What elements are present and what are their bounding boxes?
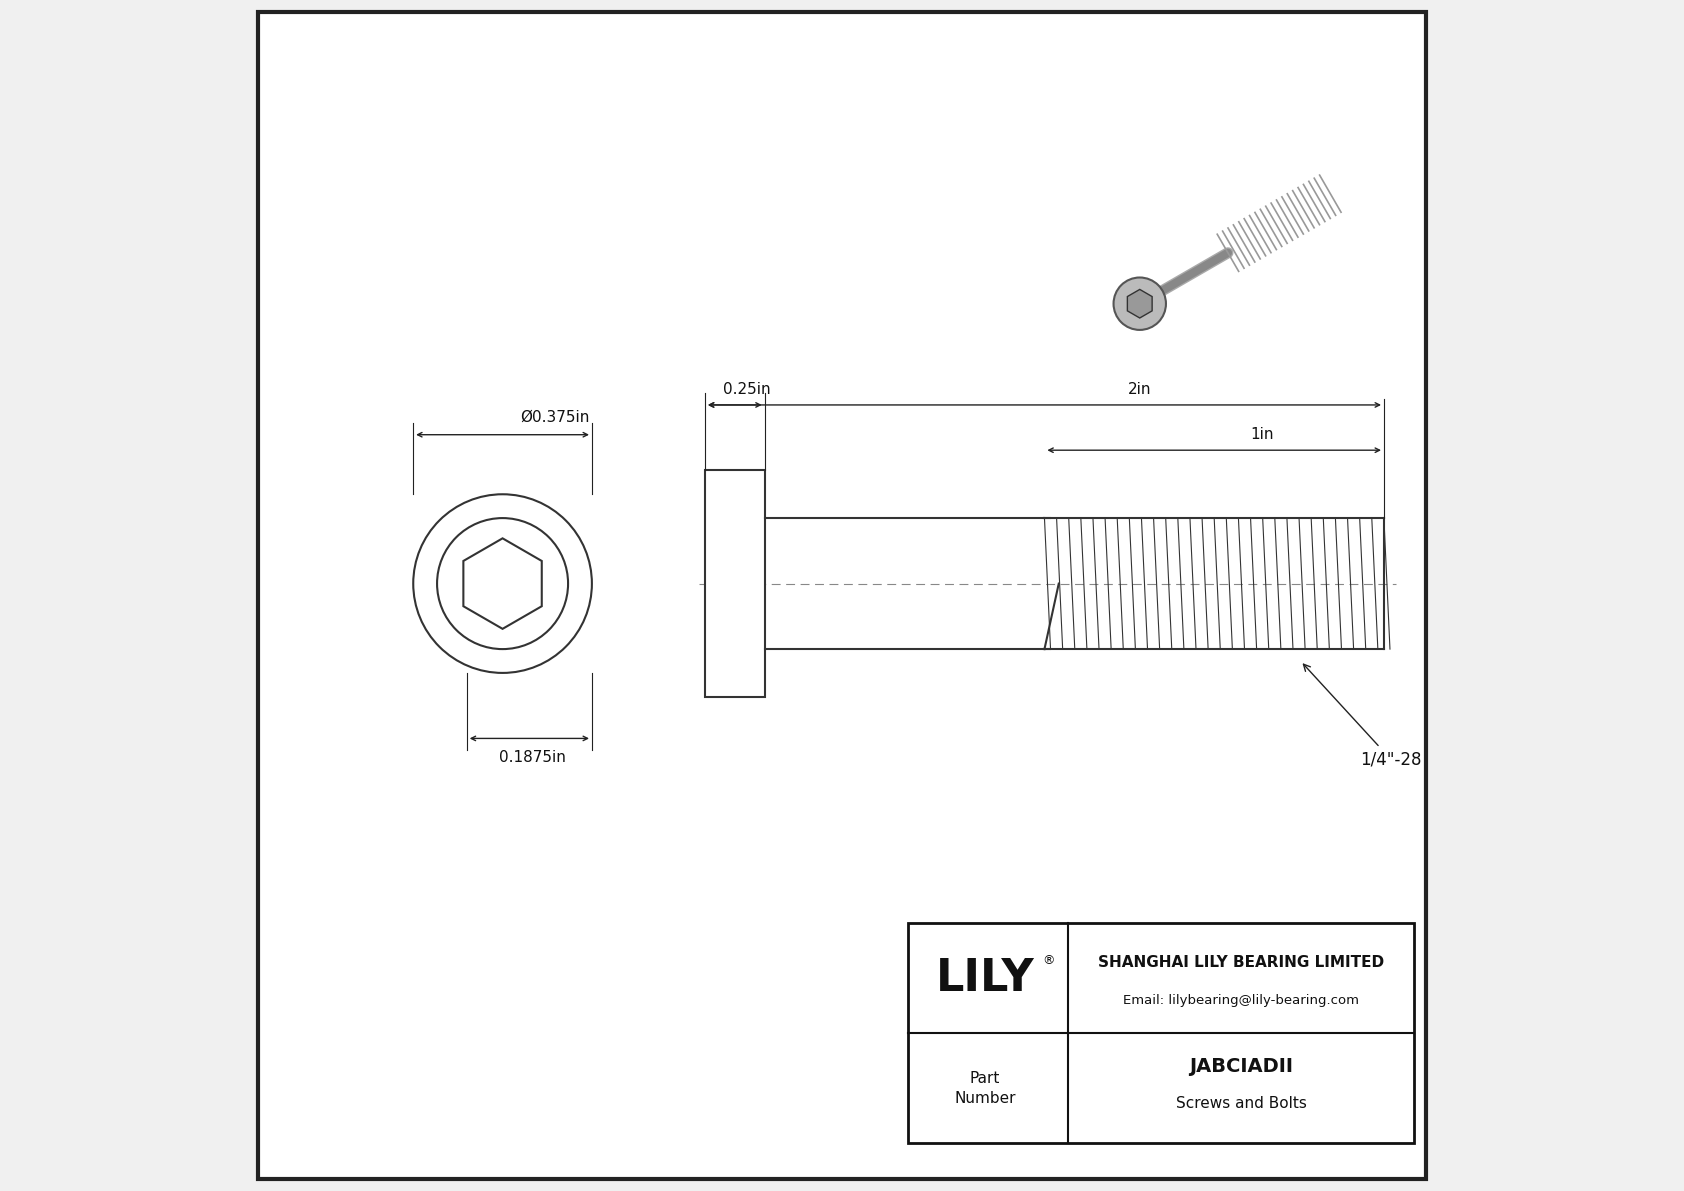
Text: 0.1875in: 0.1875in — [498, 750, 566, 766]
FancyBboxPatch shape — [258, 12, 1426, 1179]
Polygon shape — [1127, 289, 1152, 318]
Bar — [706, 470, 765, 697]
Circle shape — [413, 494, 591, 673]
Text: Screws and Bolts: Screws and Bolts — [1175, 1096, 1307, 1111]
Text: Part
Number: Part Number — [955, 1071, 1015, 1105]
Text: ®: ® — [1042, 954, 1054, 967]
Text: LILY: LILY — [936, 956, 1034, 999]
Text: SHANGHAI LILY BEARING LIMITED: SHANGHAI LILY BEARING LIMITED — [1098, 955, 1384, 971]
Text: JABCIADII: JABCIADII — [1189, 1056, 1293, 1075]
Text: Email: lilybearing@lily-bearing.com: Email: lilybearing@lily-bearing.com — [1123, 993, 1359, 1006]
Polygon shape — [463, 538, 542, 629]
Bar — [908, 923, 1413, 1143]
Text: 0.25in: 0.25in — [722, 382, 771, 397]
Text: 1in: 1in — [1250, 428, 1273, 442]
Circle shape — [438, 518, 568, 649]
Circle shape — [1113, 278, 1165, 330]
Text: Ø0.375in: Ø0.375in — [520, 410, 589, 424]
Text: 2in: 2in — [1128, 382, 1152, 397]
Text: 1/4"-28: 1/4"-28 — [1303, 665, 1421, 768]
